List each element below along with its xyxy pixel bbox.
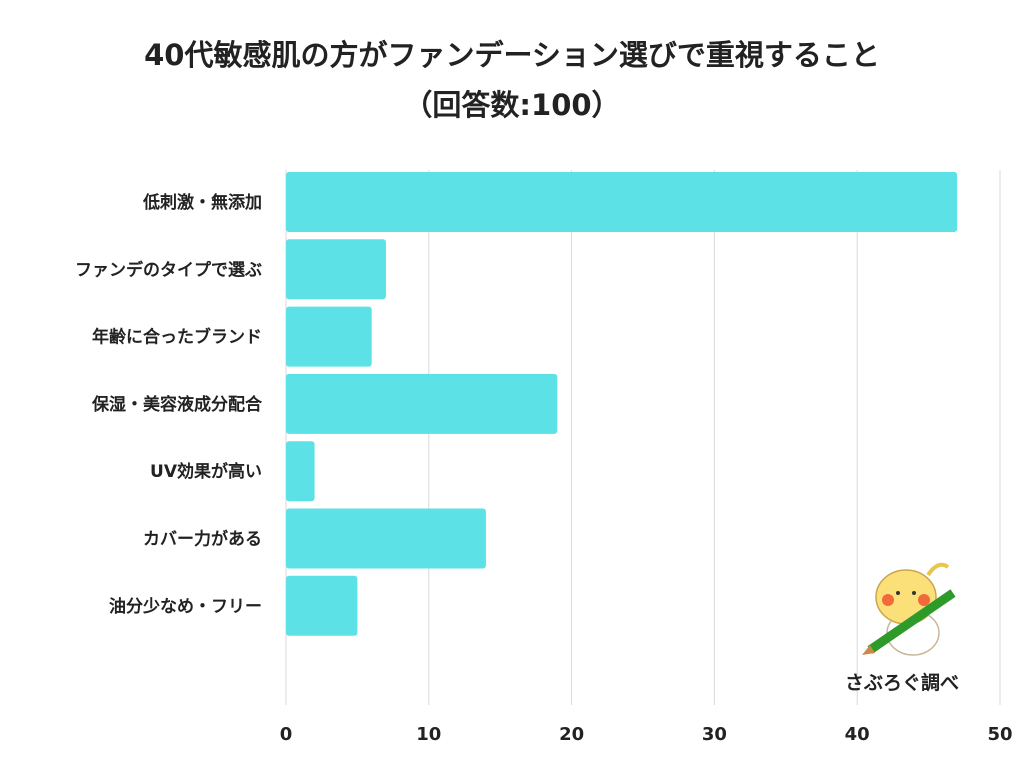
chart-subtitle: （回答数:100） xyxy=(403,88,621,122)
bar-0 xyxy=(286,172,958,232)
category-label: 年齢に合ったブランド xyxy=(92,327,262,348)
category-label: カバー力がある xyxy=(143,529,262,550)
category-label: 油分少なめ・フリー xyxy=(109,596,262,617)
category-label: 保湿・美容液成分配合 xyxy=(91,394,263,415)
category-label: UV効果が高い xyxy=(150,461,262,482)
bar-4 xyxy=(286,441,315,502)
x-tick-label: 50 xyxy=(987,724,1012,745)
x-tick-label: 0 xyxy=(280,724,293,745)
x-tick-label: 30 xyxy=(702,724,727,745)
bird-pencil-icon xyxy=(862,562,956,656)
bar-1 xyxy=(286,239,386,300)
mascot-logo xyxy=(858,555,968,665)
bar-6 xyxy=(286,575,358,636)
bar-3 xyxy=(286,373,558,434)
logo-text: さぶろぐ調べ xyxy=(845,672,960,694)
category-label: 低刺激・無添加 xyxy=(142,192,262,213)
x-tick-label: 40 xyxy=(845,724,870,745)
bar-5 xyxy=(286,508,486,569)
chart-title: 40代敏感肌の方がファンデーション選びで重視すること xyxy=(144,38,880,72)
x-tick-label: 20 xyxy=(559,724,584,745)
category-label: ファンデのタイプで選ぶ xyxy=(75,259,262,280)
x-tick-label: 10 xyxy=(416,724,441,745)
bar-2 xyxy=(286,306,372,367)
